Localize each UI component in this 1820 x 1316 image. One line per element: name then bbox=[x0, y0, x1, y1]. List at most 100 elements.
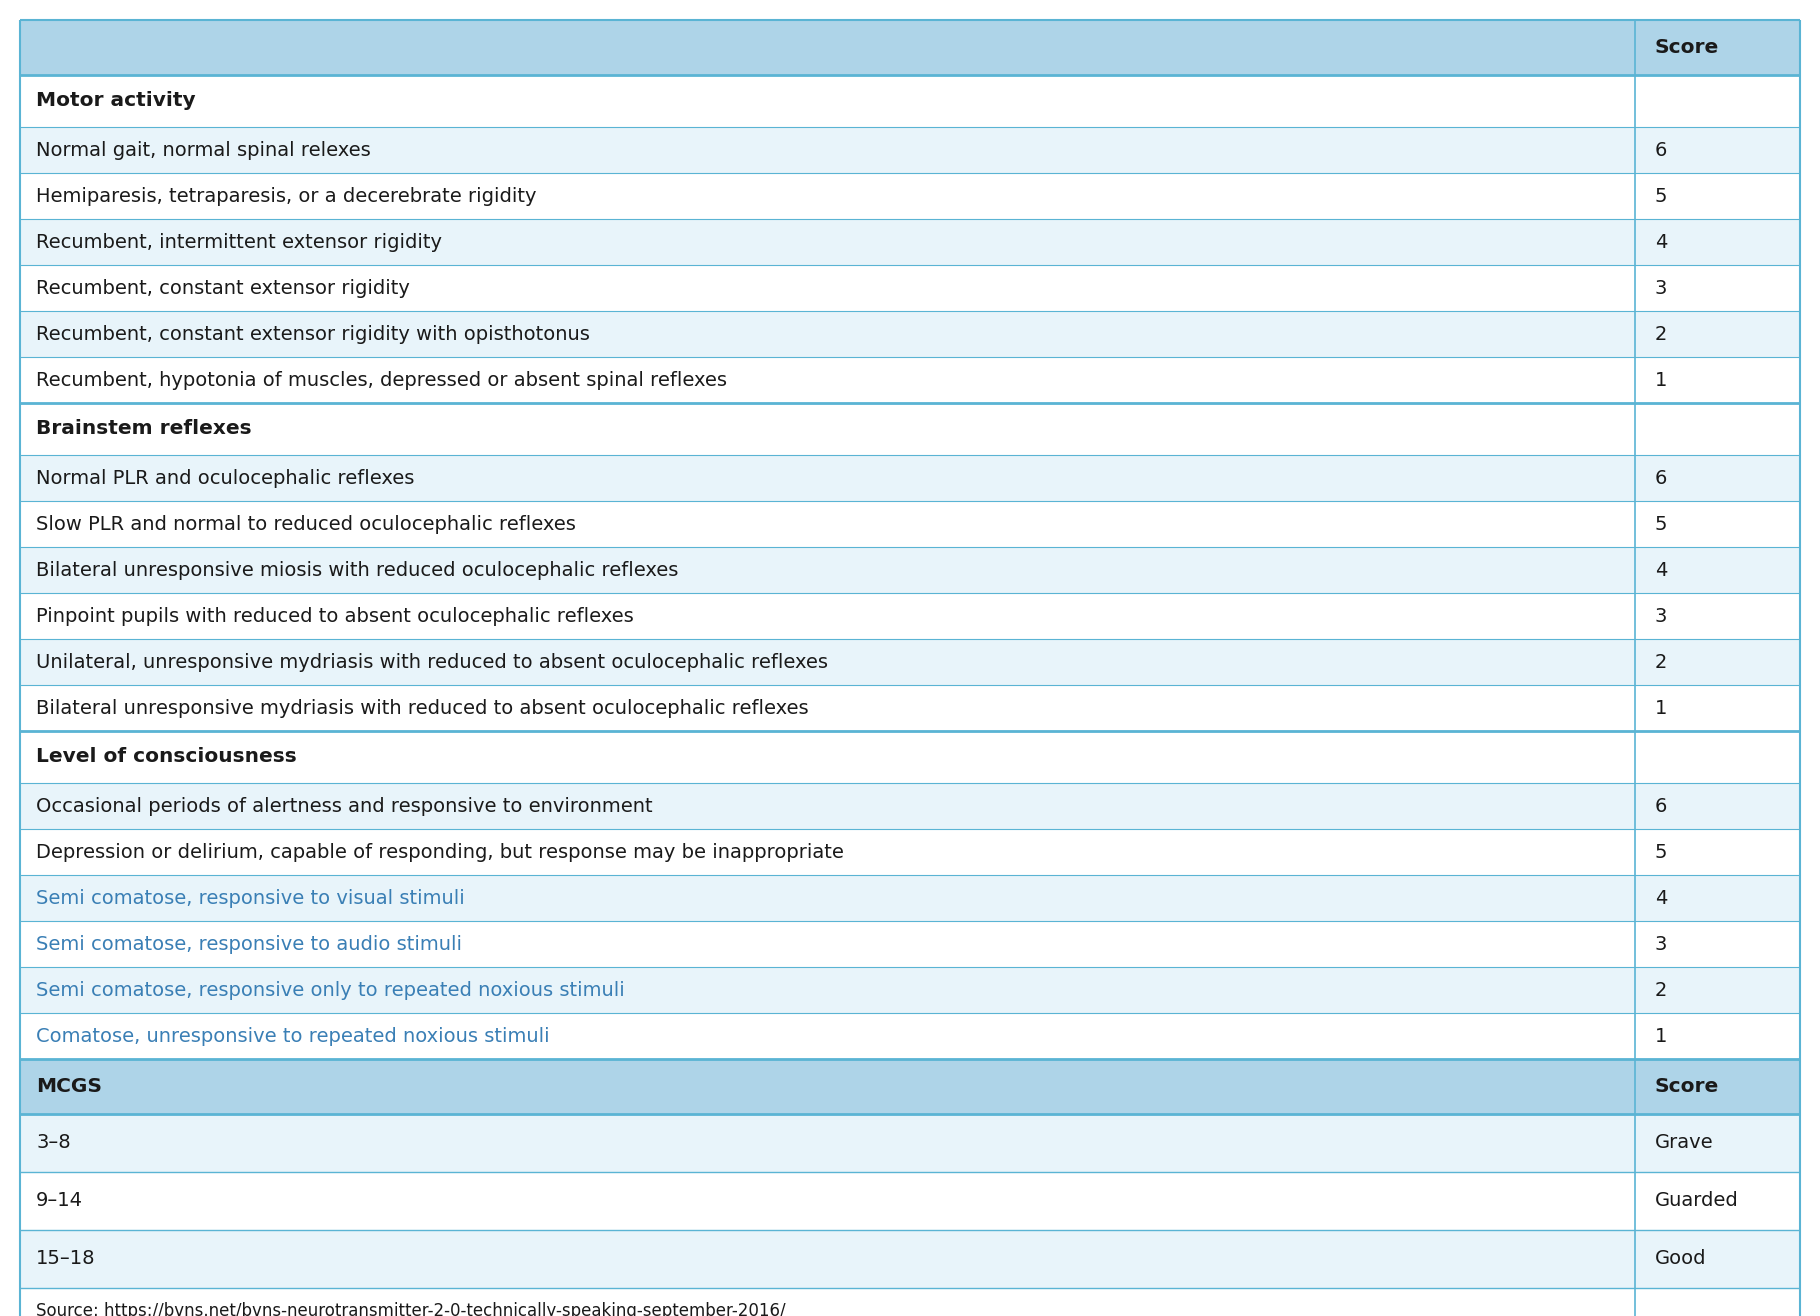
Text: Motor activity: Motor activity bbox=[36, 92, 195, 111]
Text: Unilateral, unresponsive mydriasis with reduced to absent oculocephalic reflexes: Unilateral, unresponsive mydriasis with … bbox=[36, 653, 828, 671]
Text: Guarded: Guarded bbox=[1654, 1191, 1738, 1211]
Bar bbox=[1634, 311, 1800, 357]
Text: 2: 2 bbox=[1654, 653, 1667, 671]
Bar bbox=[1634, 640, 1800, 686]
Text: Slow PLR and normal to reduced oculocephalic reflexes: Slow PLR and normal to reduced oculoceph… bbox=[36, 515, 575, 533]
Bar bbox=[1634, 594, 1800, 640]
Text: 5: 5 bbox=[1654, 842, 1667, 862]
Text: 1: 1 bbox=[1654, 371, 1667, 390]
Bar bbox=[1634, 501, 1800, 547]
Bar bbox=[20, 829, 1634, 875]
Text: 3: 3 bbox=[1654, 934, 1667, 954]
Text: Level of consciousness: Level of consciousness bbox=[36, 747, 297, 766]
Bar bbox=[1634, 128, 1800, 172]
Text: 2: 2 bbox=[1654, 325, 1667, 343]
Bar bbox=[1634, 1173, 1800, 1230]
Bar bbox=[1634, 686, 1800, 730]
Bar bbox=[1634, 455, 1800, 501]
Bar bbox=[1634, 265, 1800, 311]
Text: Score: Score bbox=[1654, 1076, 1720, 1096]
Bar bbox=[1634, 357, 1800, 403]
Bar bbox=[20, 75, 1634, 128]
Bar bbox=[1634, 75, 1800, 128]
Bar bbox=[20, 403, 1634, 455]
Bar bbox=[20, 20, 1634, 75]
Text: 1: 1 bbox=[1654, 699, 1667, 717]
Text: 4: 4 bbox=[1654, 233, 1667, 251]
Bar bbox=[1634, 403, 1800, 455]
Bar bbox=[20, 265, 1634, 311]
Bar bbox=[1634, 829, 1800, 875]
Text: Occasional periods of alertness and responsive to environment: Occasional periods of alertness and resp… bbox=[36, 796, 653, 816]
Bar bbox=[1634, 967, 1800, 1013]
Text: Pinpoint pupils with reduced to absent oculocephalic reflexes: Pinpoint pupils with reduced to absent o… bbox=[36, 607, 633, 625]
Bar bbox=[20, 1173, 1634, 1230]
Text: MCGS: MCGS bbox=[36, 1076, 102, 1096]
Bar bbox=[20, 1013, 1634, 1059]
Text: Comatose, unresponsive to repeated noxious stimuli: Comatose, unresponsive to repeated noxio… bbox=[36, 1026, 550, 1045]
Text: Semi comatose, responsive to visual stimuli: Semi comatose, responsive to visual stim… bbox=[36, 888, 464, 908]
Bar bbox=[1634, 1059, 1800, 1115]
Bar bbox=[1634, 875, 1800, 921]
Bar bbox=[20, 921, 1634, 967]
Text: Grave: Grave bbox=[1654, 1133, 1714, 1153]
Text: Score: Score bbox=[1654, 38, 1720, 57]
Bar bbox=[1634, 1013, 1800, 1059]
Bar bbox=[1634, 547, 1800, 594]
Text: Recumbent, constant extensor rigidity with opisthotonus: Recumbent, constant extensor rigidity wi… bbox=[36, 325, 590, 343]
Text: Good: Good bbox=[1654, 1249, 1707, 1269]
Bar bbox=[20, 730, 1634, 783]
Bar bbox=[20, 547, 1634, 594]
Text: Recumbent, hypotonia of muscles, depressed or absent spinal reflexes: Recumbent, hypotonia of muscles, depress… bbox=[36, 371, 726, 390]
Text: 2: 2 bbox=[1654, 980, 1667, 999]
Text: 3–8: 3–8 bbox=[36, 1133, 71, 1153]
Bar bbox=[1634, 20, 1800, 75]
Bar bbox=[1634, 783, 1800, 829]
Text: Semi comatose, responsive to audio stimuli: Semi comatose, responsive to audio stimu… bbox=[36, 934, 462, 954]
Bar bbox=[20, 594, 1634, 640]
Text: Depression or delirium, capable of responding, but response may be inappropriate: Depression or delirium, capable of respo… bbox=[36, 842, 844, 862]
Text: Recumbent, intermittent extensor rigidity: Recumbent, intermittent extensor rigidit… bbox=[36, 233, 442, 251]
Text: 6: 6 bbox=[1654, 796, 1667, 816]
Text: 6: 6 bbox=[1654, 468, 1667, 487]
Bar bbox=[20, 640, 1634, 686]
Bar bbox=[20, 1230, 1634, 1288]
Bar bbox=[20, 1115, 1634, 1173]
Bar bbox=[1634, 730, 1800, 783]
Bar bbox=[20, 1288, 1800, 1316]
Bar bbox=[20, 875, 1634, 921]
Text: Bilateral unresponsive mydriasis with reduced to absent oculocephalic reflexes: Bilateral unresponsive mydriasis with re… bbox=[36, 699, 808, 717]
Bar bbox=[20, 501, 1634, 547]
Text: 3: 3 bbox=[1654, 607, 1667, 625]
Bar bbox=[20, 783, 1634, 829]
Text: Source: https://bvns.net/bvns-neurotransmitter-2-0-technically-speaking-septembe: Source: https://bvns.net/bvns-neurotrans… bbox=[36, 1302, 786, 1316]
Text: Recumbent, constant extensor rigidity: Recumbent, constant extensor rigidity bbox=[36, 279, 410, 297]
Bar bbox=[20, 1059, 1634, 1115]
Bar bbox=[1634, 1230, 1800, 1288]
Bar bbox=[20, 967, 1634, 1013]
Bar bbox=[20, 128, 1634, 172]
Text: 1: 1 bbox=[1654, 1026, 1667, 1045]
Text: Brainstem reflexes: Brainstem reflexes bbox=[36, 420, 251, 438]
Text: 15–18: 15–18 bbox=[36, 1249, 95, 1269]
Text: 3: 3 bbox=[1654, 279, 1667, 297]
Bar bbox=[1634, 1115, 1800, 1173]
Text: Normal PLR and oculocephalic reflexes: Normal PLR and oculocephalic reflexes bbox=[36, 468, 415, 487]
Bar bbox=[20, 686, 1634, 730]
Text: 9–14: 9–14 bbox=[36, 1191, 84, 1211]
Text: 4: 4 bbox=[1654, 888, 1667, 908]
Text: 6: 6 bbox=[1654, 141, 1667, 159]
Bar bbox=[20, 357, 1634, 403]
Text: Semi comatose, responsive only to repeated noxious stimuli: Semi comatose, responsive only to repeat… bbox=[36, 980, 624, 999]
Bar bbox=[1634, 172, 1800, 218]
Bar bbox=[1634, 218, 1800, 265]
Bar bbox=[1634, 921, 1800, 967]
Text: 5: 5 bbox=[1654, 515, 1667, 533]
Bar bbox=[20, 455, 1634, 501]
Bar bbox=[20, 311, 1634, 357]
Text: Hemiparesis, tetraparesis, or a decerebrate rigidity: Hemiparesis, tetraparesis, or a decerebr… bbox=[36, 187, 537, 205]
Text: Bilateral unresponsive miosis with reduced oculocephalic reflexes: Bilateral unresponsive miosis with reduc… bbox=[36, 561, 679, 579]
Bar bbox=[20, 172, 1634, 218]
Bar bbox=[20, 218, 1634, 265]
Text: 4: 4 bbox=[1654, 561, 1667, 579]
